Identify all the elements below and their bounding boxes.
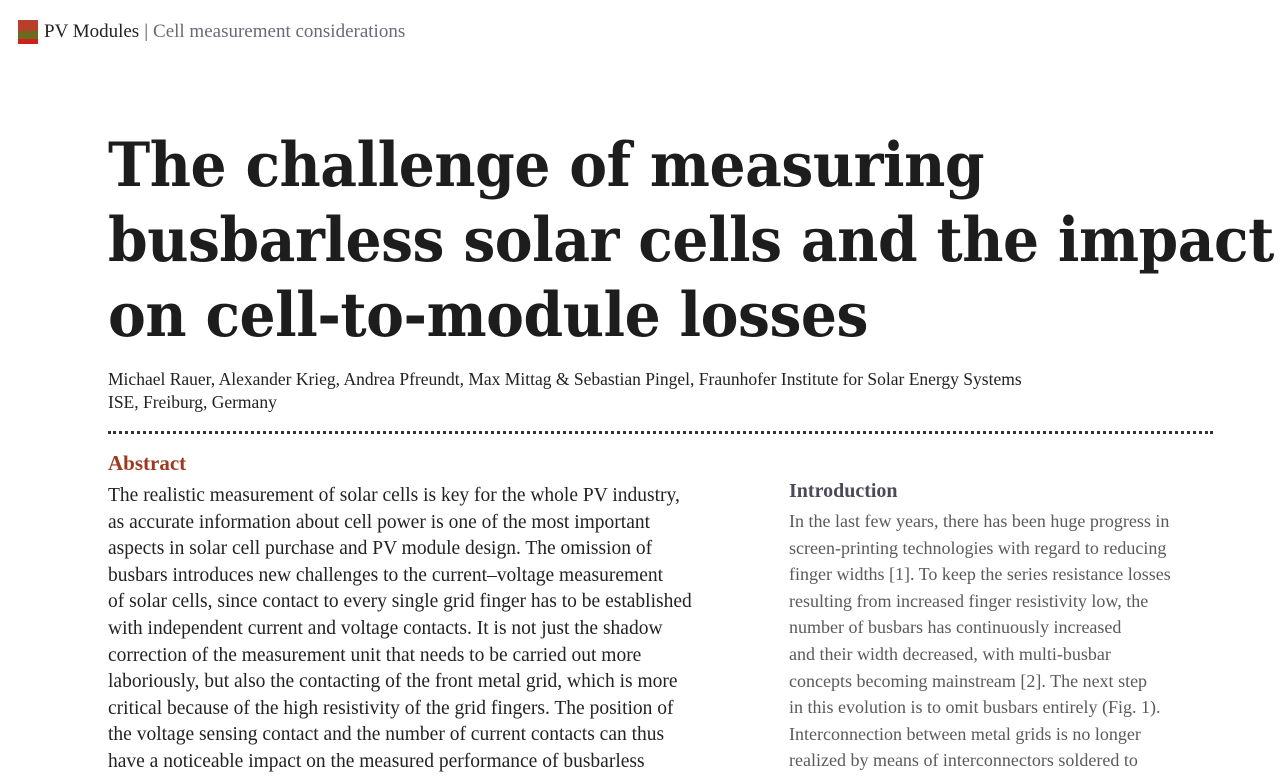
- text-line: laboriously, but also the contacting of …: [108, 671, 678, 693]
- text-line: screen-printing technologies with regard…: [789, 537, 1167, 558]
- authors: Michael Rauer, Alexander Krieg, Andrea P…: [108, 368, 1218, 414]
- text-line: of solar cells, since contact to every s…: [108, 591, 692, 613]
- text-line: critical because of the high resistivity…: [108, 697, 674, 719]
- text-line: number of busbars has continuously incre…: [789, 617, 1122, 638]
- text-line: have a noticeable impact on the measured…: [108, 750, 645, 772]
- text-line: aspects in solar cell purchase and PV mo…: [108, 538, 653, 560]
- text-line: concepts becoming mainstream [2]. The ne…: [789, 670, 1148, 691]
- text-line: in this evolution is to omit busbars ent…: [789, 697, 1161, 718]
- text-line: In the last few years, there has been hu…: [789, 511, 1170, 531]
- title-line: The challenge of measuring: [108, 130, 985, 201]
- section-name: PV Modules: [44, 21, 140, 42]
- text-line: the voltage sensing contact and the numb…: [108, 724, 665, 746]
- subsection-name: Cell measurement considerations: [153, 21, 406, 42]
- title-line: busbarless solar cells and the impact: [108, 205, 1274, 276]
- abstract-heading: Abstract: [108, 451, 187, 475]
- abstract-body: The realistic measurement of solar cells…: [108, 483, 692, 776]
- text-line: as accurate information about cell power…: [108, 511, 651, 533]
- text-line: and their width decreased, with multi-bu…: [789, 643, 1111, 664]
- article-title: The challenge of measuring busbarless so…: [108, 128, 1274, 353]
- text-line: correction of the measurement unit that …: [108, 644, 642, 666]
- header-separator: |: [144, 21, 149, 42]
- text-line: Interconnection between metal grids is n…: [789, 723, 1141, 744]
- introduction-body: In the last few years, there has been hu…: [789, 508, 1171, 774]
- authors-line: ISE, Freiburg, Germany: [108, 392, 277, 412]
- authors-line: Michael Rauer, Alexander Krieg, Andrea P…: [108, 369, 1022, 389]
- title-line: on cell-to-module losses: [108, 280, 869, 351]
- text-line: busbars introduces new challenges to the…: [108, 564, 664, 586]
- running-header: PV Modules | Cell measurement considerat…: [18, 20, 405, 44]
- text-line: finger widths [1]. To keep the series re…: [789, 564, 1171, 585]
- text-line: realized by means of interconnectors sol…: [789, 750, 1138, 771]
- logo-icon: [18, 20, 38, 44]
- text-line: with independent current and voltage con…: [108, 617, 663, 639]
- introduction-heading: Introduction: [789, 480, 898, 502]
- text-line: resulting from increased finger resistiv…: [789, 590, 1149, 611]
- dotted-divider: [108, 431, 1213, 434]
- text-line: The realistic measurement of solar cells…: [108, 485, 680, 506]
